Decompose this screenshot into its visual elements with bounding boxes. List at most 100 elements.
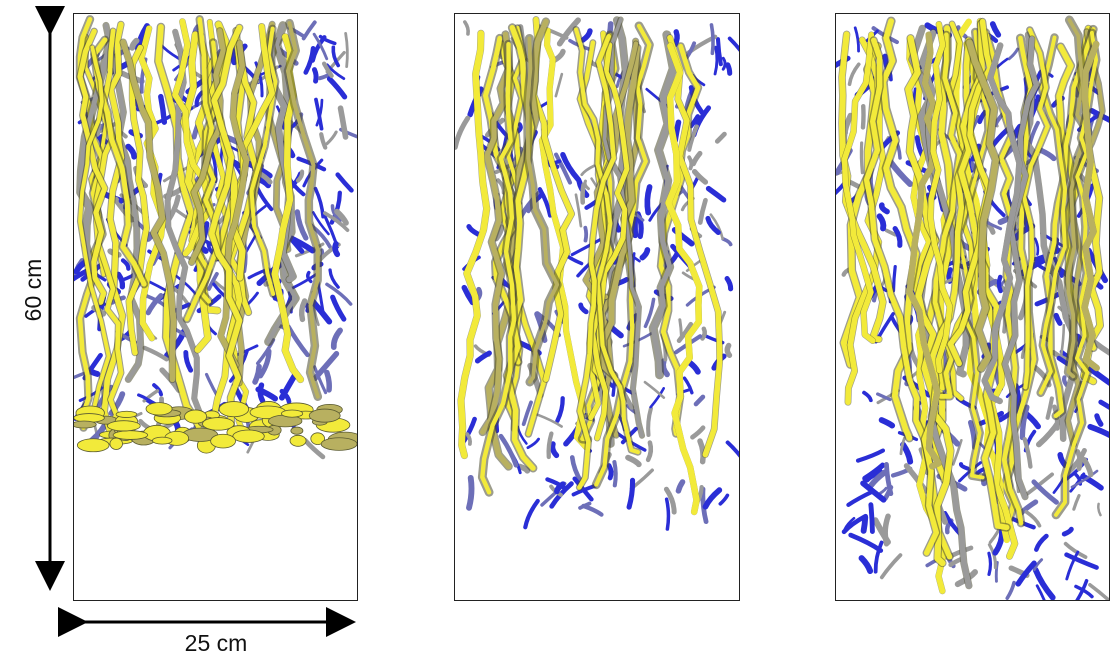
root-fragment [1087, 423, 1109, 439]
root-fragment [255, 386, 279, 402]
main-root [1002, 36, 1039, 500]
root-mass [232, 429, 265, 443]
main-root [981, 42, 1023, 405]
main-root [665, 42, 703, 516]
root-fragment [1098, 399, 1109, 410]
root-fragment [555, 396, 565, 424]
root-fragment [1059, 324, 1066, 356]
root-fragment [700, 326, 707, 341]
root-fragment [335, 172, 354, 193]
root-fragment [313, 365, 328, 395]
root-fragment [583, 225, 589, 243]
root-fragment [687, 155, 694, 171]
root-fragment [884, 228, 898, 237]
root-fragment [639, 247, 651, 261]
root-fragment [318, 34, 337, 46]
main-root [101, 21, 126, 445]
root-fragment [1035, 584, 1046, 600]
root-fragment [310, 35, 327, 63]
main-root [126, 44, 150, 356]
main-root [650, 32, 676, 378]
root-fragment [663, 486, 677, 515]
root-mass [76, 438, 110, 453]
root-fragment [951, 438, 963, 466]
main-root [966, 39, 1000, 372]
root-fragment [120, 258, 131, 271]
root-fragment [521, 400, 533, 427]
root-fragment [311, 211, 330, 236]
root-fragment [570, 237, 604, 257]
root-fragment [1097, 502, 1102, 517]
root-fragment [252, 363, 262, 385]
root-fragment [1007, 47, 1020, 61]
root-fragment [574, 193, 583, 228]
root-fragment [879, 553, 903, 580]
root-fragment [325, 282, 353, 306]
main-root [880, 18, 919, 441]
root-mass [115, 410, 138, 418]
root-fragment [892, 226, 903, 248]
root-fragment [556, 17, 581, 47]
main-root [574, 27, 640, 455]
root-fragment [690, 425, 706, 440]
root-fragment [1094, 413, 1104, 427]
root-fragment [682, 376, 694, 395]
root-fragment [463, 20, 470, 36]
root-fragment [718, 493, 730, 506]
root-fragment [643, 380, 666, 399]
root-fragment [987, 551, 993, 576]
root-fragment [1092, 339, 1109, 356]
root-fragment [461, 284, 476, 306]
root-fragment [1064, 552, 1099, 570]
root-network-3 [836, 15, 1109, 600]
root-fragment [294, 209, 309, 241]
root-mass [290, 426, 304, 435]
root-fragment [474, 350, 492, 364]
root-fragment [560, 152, 582, 183]
root-system-panel-3 [835, 13, 1110, 601]
root-fragment [334, 208, 349, 226]
main-root [285, 21, 320, 399]
root-fragment [727, 36, 739, 52]
root-fragment [686, 359, 701, 375]
main-root [1081, 40, 1100, 372]
main-root [906, 31, 942, 470]
root-fragment [1037, 147, 1057, 162]
root-fragment [705, 185, 727, 203]
root-mass [320, 437, 357, 451]
root-mass [106, 420, 141, 432]
root-fragment [853, 26, 860, 53]
root-fragment [298, 298, 308, 323]
root-fragment [580, 28, 593, 43]
root-fragment [996, 274, 1003, 294]
root-fragment [1019, 404, 1030, 441]
root-mass [281, 409, 304, 418]
root-fragment [323, 211, 350, 233]
root-fragment [709, 23, 715, 56]
root-fragment [145, 293, 164, 316]
root-fragment [646, 406, 653, 438]
root-fragment [645, 440, 654, 463]
root-fragment [142, 345, 169, 362]
main-root [1066, 18, 1090, 379]
main-root [184, 17, 220, 322]
root-fragment [860, 103, 866, 130]
root-fragment [1072, 494, 1081, 511]
root-fragment [705, 215, 721, 236]
main-root [577, 34, 616, 490]
root-fragment [554, 481, 566, 495]
root-fragment [858, 555, 874, 575]
root-fragment [312, 32, 329, 61]
root-mass [202, 417, 235, 431]
root-fragment [279, 370, 299, 401]
root-fragment [183, 349, 194, 373]
root-system-panel-2 [454, 13, 740, 601]
root-fragment [337, 105, 349, 140]
root-fragment [868, 502, 875, 534]
main-root [77, 28, 108, 305]
root-fragment [466, 224, 481, 237]
root-fragment [321, 61, 334, 79]
root-fragment [311, 67, 319, 84]
root-fragment [1061, 526, 1074, 537]
main-root [217, 40, 250, 368]
